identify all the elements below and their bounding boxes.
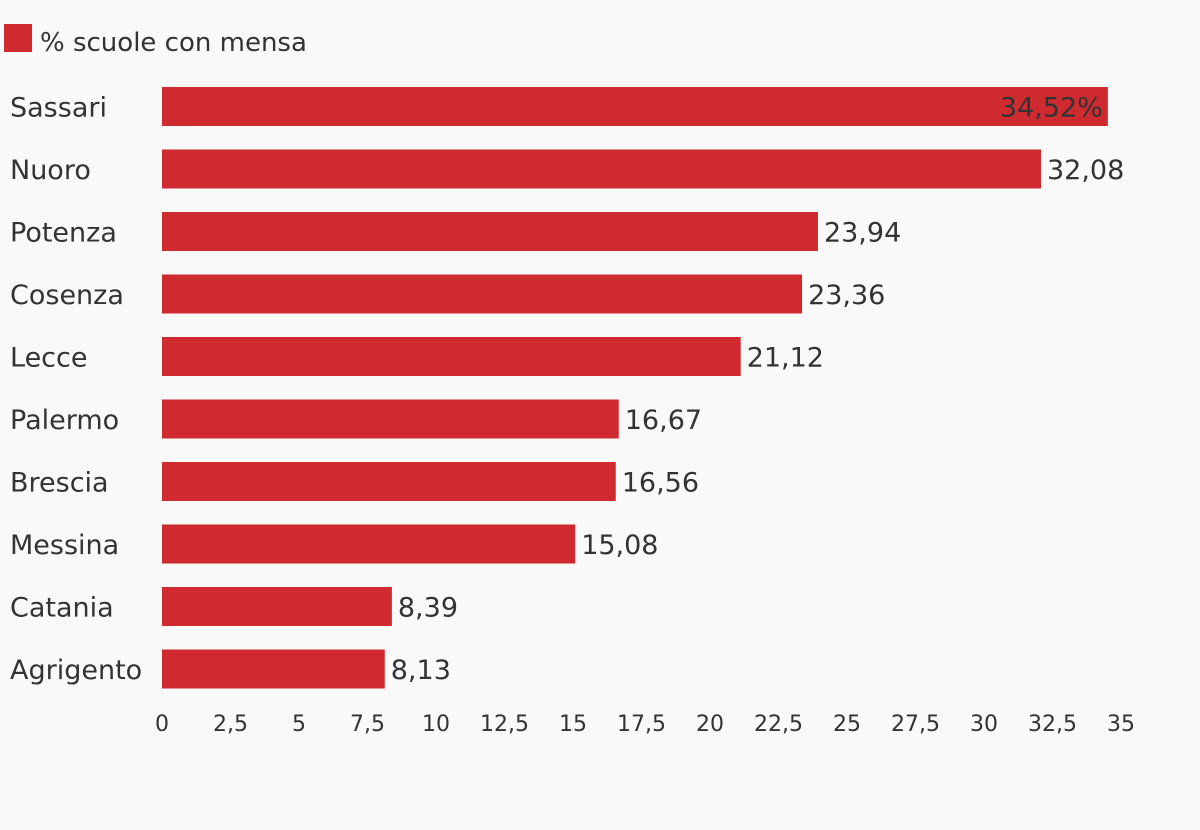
value-labels: 34,52% 32,08 23,94 23,36 21,12 16,67 16,56 15,0… — [391, 93, 1125, 687]
category-label: Catania — [10, 593, 114, 624]
bar — [162, 212, 818, 251]
category-label: Sassari — [10, 93, 107, 124]
x-tick-label: 30 — [970, 712, 998, 737]
x-tick-label: 27,5 — [891, 712, 940, 737]
x-tick-label: 22,5 — [754, 712, 803, 737]
category-label: Potenza — [10, 218, 117, 249]
x-tick-label: 25 — [833, 712, 861, 737]
legend-swatch — [4, 24, 32, 52]
category-label: Brescia — [10, 468, 109, 499]
bar — [162, 87, 1108, 126]
value-label: 23,36 — [808, 280, 885, 311]
bar — [162, 274, 803, 314]
x-tick-label: 7,5 — [350, 712, 385, 737]
value-label: 8,13 — [391, 655, 451, 686]
value-label: 21,12 — [747, 343, 824, 374]
x-tick-label: 32,5 — [1028, 712, 1077, 737]
category-label: Nuoro — [10, 155, 91, 186]
category-label: Palermo — [10, 405, 119, 436]
category-label: Lecce — [10, 343, 87, 374]
bars-group — [162, 87, 1108, 689]
category-label: Messina — [10, 530, 119, 561]
x-tick-label: 17,5 — [617, 712, 666, 737]
x-tick-label: 10 — [422, 712, 450, 737]
x-tick-label: 0 — [155, 712, 169, 737]
bar — [162, 462, 616, 501]
value-label: 16,67 — [625, 405, 702, 436]
x-tick-label: 15 — [559, 712, 587, 737]
category-label: Agrigento — [10, 655, 142, 686]
value-label: 23,94 — [824, 218, 901, 249]
value-label: 15,08 — [581, 530, 658, 561]
bar — [162, 649, 385, 689]
bar — [162, 524, 576, 564]
x-tick-label: 5 — [292, 712, 306, 737]
bar — [162, 587, 392, 626]
category-labels: Sassari Nuoro Potenza Cosenza Lecce Palermo Br… — [10, 93, 142, 687]
legend: % scuole con mensa — [4, 24, 307, 58]
value-label: 32,08 — [1047, 155, 1124, 186]
bar — [162, 149, 1041, 189]
value-label: 34,52% — [1000, 93, 1103, 124]
category-label: Cosenza — [10, 280, 124, 311]
value-label: 16,56 — [622, 468, 699, 499]
x-tick-label: 12,5 — [480, 712, 529, 737]
value-label: 8,39 — [398, 593, 458, 624]
legend-label: % scuole con mensa — [40, 28, 307, 58]
bar — [162, 337, 741, 376]
bar — [162, 399, 619, 439]
x-tick-label: 20 — [696, 712, 724, 737]
x-tick-label: 2,5 — [213, 712, 248, 737]
x-tick-label: 35 — [1107, 712, 1135, 737]
x-axis: 0 2,5 5 7,5 10 12,5 15 17,5 20 22,5 25 27,5 30 32,5 35 — [155, 712, 1135, 737]
